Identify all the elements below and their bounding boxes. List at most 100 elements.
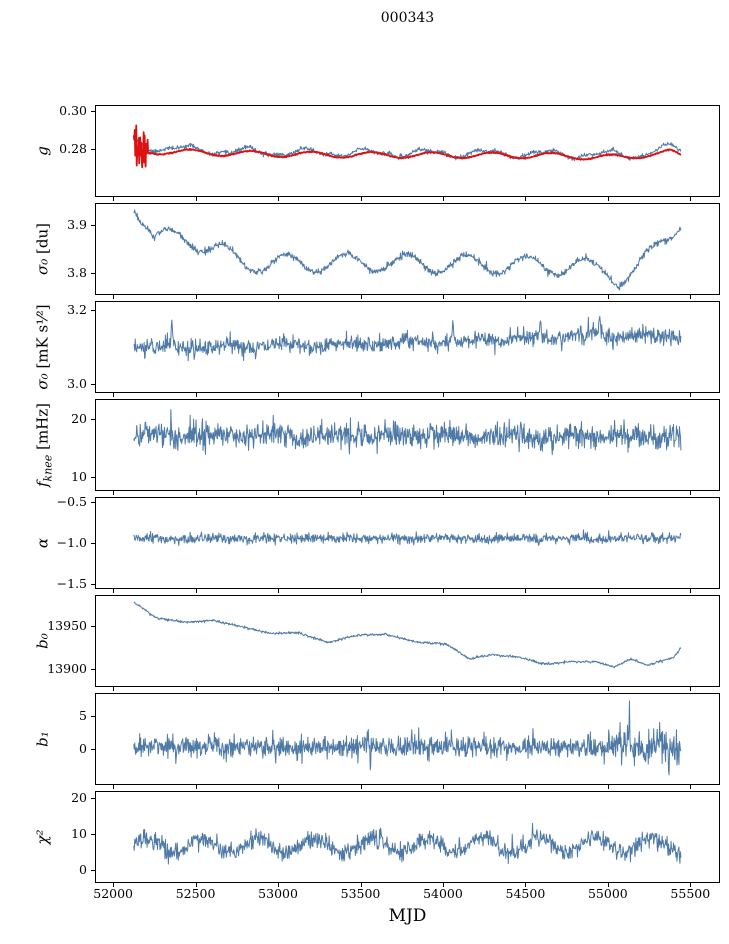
y-tick-mark — [91, 584, 95, 586]
series-canvas-b1 — [95, 693, 720, 785]
x-tick-mark — [360, 491, 362, 495]
panel-b1: b₁ 5 0 — [0, 693, 729, 789]
x-tick-mark — [525, 197, 527, 201]
x-tick-mark — [278, 393, 280, 397]
x-tick-mark — [690, 393, 692, 397]
panel-chi2: χ² 20 10 0 — [0, 790, 729, 887]
x-tick-mark — [525, 393, 527, 397]
x-tick-mark — [195, 883, 197, 887]
x-tick-mark — [442, 393, 444, 397]
x-tick-mark — [690, 491, 692, 495]
x-tick-mark — [607, 785, 609, 789]
x-tick-mark — [442, 883, 444, 887]
y-tick-label: 3.9 — [67, 216, 87, 232]
x-tick-mark — [113, 785, 115, 789]
y-tick-label: 0 — [79, 740, 87, 756]
x-tick-mark — [113, 491, 115, 495]
y-tick-label: 20 — [71, 411, 87, 427]
plot-area-b1 — [95, 693, 720, 785]
x-tick-mark — [690, 687, 692, 691]
plot-area-fknee — [95, 399, 720, 491]
x-tick-label: 53500 — [340, 886, 381, 901]
y-tick-label: 3.2 — [67, 302, 87, 318]
y-tick-label: 20 — [71, 790, 87, 806]
x-tick-mark — [607, 491, 609, 495]
plot-area-chi2 — [95, 791, 720, 883]
x-tick-mark — [442, 197, 444, 201]
x-tick-mark — [607, 883, 609, 887]
x-tick-mark — [278, 687, 280, 691]
y-tick-label: 3.0 — [67, 375, 87, 391]
x-tick-mark — [690, 589, 692, 593]
panel-sigma0-mk: σ₀ [mK s¹⁄²] 3.2 3.0 — [0, 301, 729, 397]
x-tick-mark — [690, 883, 692, 887]
x-tick-mark — [113, 197, 115, 201]
x-tick-mark — [442, 491, 444, 495]
x-tick-mark — [360, 785, 362, 789]
panel-fknee: fknee [mHz] 20 10 — [0, 399, 729, 495]
series-canvas-alpha — [95, 497, 720, 589]
x-tick-mark — [195, 491, 197, 495]
y-tick-mark — [91, 224, 95, 226]
y-tick-mark — [91, 870, 95, 872]
x-tick-mark — [442, 785, 444, 789]
plot-area-sigma0-mk — [95, 301, 720, 393]
x-tick-mark — [525, 883, 527, 887]
plot-area-sigma0-du — [95, 203, 720, 295]
panels-container: g 0.30 0.28 σ₀ [du] 3.9 3.8 σ₀ [mK s¹⁄²] 3.2 3.0… — [0, 103, 729, 889]
x-tick-mark — [690, 197, 692, 201]
series-canvas-b0 — [95, 595, 720, 687]
x-tick-mark — [195, 295, 197, 299]
y-tick-label: 13900 — [47, 661, 87, 677]
x-tick-mark — [525, 589, 527, 593]
y-tick-mark — [91, 273, 95, 275]
x-tick-mark — [278, 295, 280, 299]
y-tick-mark — [91, 111, 95, 113]
y-tick-label: 10 — [71, 468, 87, 484]
x-tick-mark — [607, 589, 609, 593]
x-tick-mark — [195, 589, 197, 593]
x-tick-mark — [195, 197, 197, 201]
x-tick-label: 55500 — [670, 886, 711, 901]
x-tick-label: 54000 — [423, 886, 463, 901]
series-canvas-chi2 — [95, 791, 720, 883]
y-tick-label: −1.5 — [56, 576, 87, 592]
y-tick-mark — [91, 476, 95, 478]
x-tick-mark — [525, 687, 527, 691]
x-tick-label: 55000 — [587, 886, 628, 901]
x-tick-mark — [360, 883, 362, 887]
y-tick-mark — [91, 798, 95, 800]
x-tick-mark — [442, 687, 444, 691]
y-tick-mark — [91, 383, 95, 385]
plot-area-b0 — [95, 595, 720, 687]
x-tick-mark — [195, 393, 197, 397]
x-tick-mark — [278, 197, 280, 201]
x-tick-mark — [113, 393, 115, 397]
x-axis-label: MJD — [388, 906, 427, 926]
x-tick-mark — [442, 589, 444, 593]
y-tick-mark — [91, 625, 95, 627]
x-tick-mark — [278, 785, 280, 789]
figure-title: 000343 — [380, 10, 435, 26]
x-tick-mark — [690, 785, 692, 789]
y-tick-mark — [91, 543, 95, 544]
x-tick-mark — [525, 491, 527, 495]
x-tick-label: 52500 — [175, 886, 216, 901]
panel-alpha: α −0.5 −1.0 −1.5 — [0, 494, 729, 593]
x-tick-label: 52000 — [93, 886, 134, 901]
y-tick-mark — [91, 669, 95, 671]
panel-g: g 0.30 0.28 — [0, 103, 729, 201]
x-tick-mark — [607, 197, 609, 201]
y-tick-mark — [91, 310, 95, 312]
y-tick-label: 5 — [79, 708, 87, 723]
x-tick-mark — [278, 491, 280, 495]
y-tick-mark — [91, 716, 95, 717]
y-tick-label: −1.0 — [56, 535, 87, 550]
x-tick-mark — [360, 589, 362, 593]
series-canvas-fknee — [95, 399, 720, 491]
plot-area-g — [95, 105, 720, 197]
y-tick-label: 0 — [79, 862, 87, 878]
x-tick-mark — [607, 295, 609, 299]
x-tick-labels: 52000 52500 53000 53500 54000 54500 55000 55500 — [93, 886, 720, 902]
